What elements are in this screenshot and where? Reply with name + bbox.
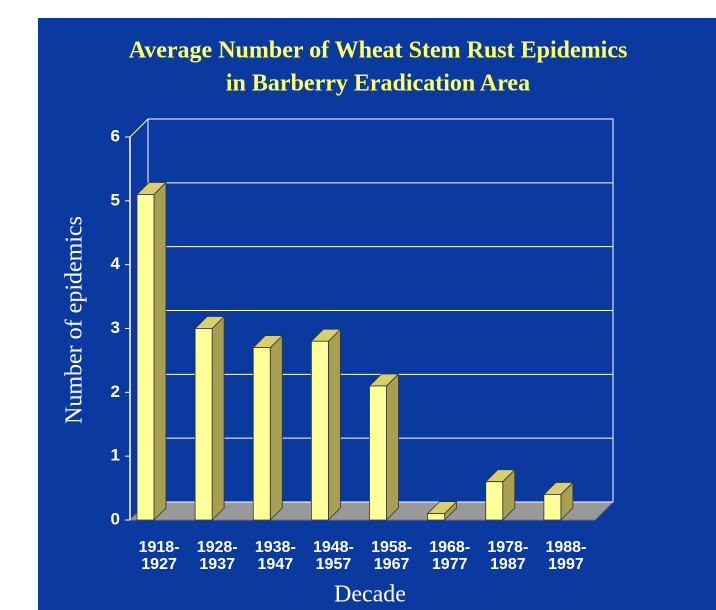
bar xyxy=(426,500,458,521)
bar-face xyxy=(252,347,271,521)
y-axis-label: Number of epidemics xyxy=(62,216,88,424)
bar-face xyxy=(427,513,446,521)
x-tick-label: 1988-1997 xyxy=(545,539,586,573)
bar-face xyxy=(485,481,504,521)
bar-face xyxy=(310,340,329,521)
chart-title: Average Number of Wheat Stem Rust Epidem… xyxy=(129,38,628,64)
bar xyxy=(484,468,516,521)
y-tick-label: 2 xyxy=(111,382,120,401)
bar-face xyxy=(194,328,213,521)
bar-face xyxy=(327,328,341,521)
bar-face xyxy=(543,494,562,521)
bar xyxy=(252,334,284,521)
y-tick-label: 3 xyxy=(111,318,120,337)
x-tick-label: 1958-1967 xyxy=(371,539,412,573)
bar xyxy=(368,372,400,521)
bar xyxy=(542,481,574,521)
chart-title: in Barberry Eradication Area xyxy=(226,71,530,97)
y-tick-label: 5 xyxy=(111,190,120,209)
y-tick-label: 4 xyxy=(111,254,121,273)
y-tick-label: 0 xyxy=(111,509,120,528)
bar xyxy=(194,315,226,521)
axis-edge xyxy=(129,118,149,138)
bar-face xyxy=(153,181,167,521)
x-axis-label: Decade xyxy=(334,582,406,608)
x-tick-label: 1918-1927 xyxy=(139,539,180,573)
bar-face xyxy=(136,194,155,521)
y-tick-label: 6 xyxy=(111,126,120,145)
x-tick-label: 1948-1957 xyxy=(313,539,354,573)
x-tick-label: 1928-1937 xyxy=(197,539,238,573)
y-tick-label: 1 xyxy=(111,446,120,465)
bar-face xyxy=(211,315,225,521)
bar xyxy=(310,328,342,521)
x-tick-label: 1938-1947 xyxy=(255,539,296,573)
bar xyxy=(136,181,167,521)
x-tick-label: 1968-1977 xyxy=(429,539,470,573)
bar-face xyxy=(269,334,283,521)
x-tick-label: 1978-1987 xyxy=(487,539,528,573)
bar-face xyxy=(386,372,399,521)
bar-face xyxy=(369,385,387,521)
